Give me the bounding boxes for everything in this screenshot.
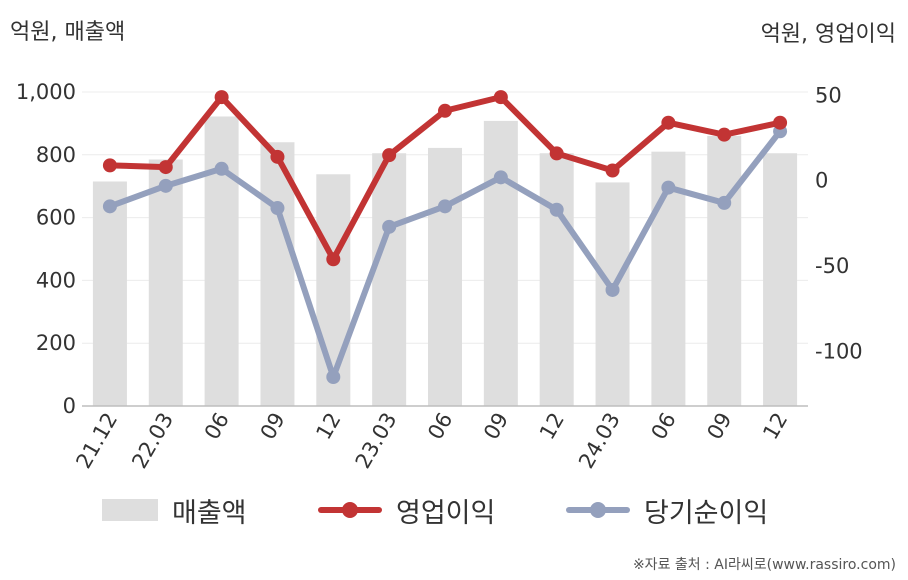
right-tick-label: 50 (815, 83, 842, 107)
point-net (214, 161, 229, 176)
x-tick-label: 06 (423, 409, 457, 444)
x-tick-label: 06 (647, 409, 681, 444)
bar-revenue (148, 159, 183, 406)
x-tick-label: 23.03 (351, 409, 402, 473)
point-operating (382, 148, 397, 163)
x-tick-label: 09 (256, 409, 290, 444)
point-operating (270, 149, 285, 164)
legend-label-revenue: 매출액 (172, 497, 247, 529)
bar-revenue (707, 135, 742, 406)
bar-revenue (763, 153, 798, 406)
source-note: ※자료 출처 : AI라씨로(www.rassiro.com) (632, 557, 896, 573)
x-tick-label: 24.03 (574, 409, 625, 473)
right-tick-label: -100 (815, 339, 863, 363)
right-tick-label: -50 (815, 254, 849, 278)
legend-swatch-net (566, 500, 630, 520)
x-tick-label: 12 (311, 409, 345, 444)
legend-label-operating: 영업이익 (396, 497, 496, 529)
left-tick-label: 200 (36, 331, 76, 355)
point-operating (438, 103, 452, 118)
point-operating (493, 90, 508, 105)
x-tick-label: 09 (479, 409, 513, 444)
x-tick-label: 12 (535, 409, 569, 444)
left-tick-label: 1,000 (16, 80, 76, 104)
point-operating (717, 127, 732, 142)
left-axis-unit: 억원, 매출액 (10, 20, 126, 45)
bar-revenue (204, 116, 239, 406)
point-net (438, 199, 452, 214)
bar-revenue (316, 174, 351, 406)
point-operating (605, 163, 620, 178)
left-tick-label: 600 (36, 206, 76, 230)
point-net (326, 369, 341, 384)
point-operating (773, 115, 788, 130)
point-operating (158, 160, 173, 175)
point-operating (661, 115, 676, 130)
point-operating (549, 146, 564, 161)
legend-item-operating: 영업이익 (318, 490, 495, 530)
point-net (549, 202, 564, 217)
point-net (605, 282, 620, 297)
left-tick-label: 400 (36, 268, 76, 292)
legend-swatch-operating (318, 500, 382, 520)
point-operating (326, 252, 341, 267)
point-net (382, 219, 397, 234)
right-axis-unit: 억원, 영업이익 (760, 22, 896, 47)
x-tick-label: 21.12 (71, 409, 122, 473)
legend-item-net: 당기순이익 (566, 490, 768, 530)
left-tick-label: 800 (36, 143, 76, 167)
x-tick-label: 12 (758, 409, 792, 444)
point-net (661, 180, 676, 195)
left-tick-label: 0 (63, 394, 76, 418)
x-tick-label: 09 (702, 409, 736, 444)
point-operating (102, 158, 117, 173)
bar-revenue (92, 181, 127, 406)
legend-label-net: 당기순이익 (644, 497, 769, 529)
bar-revenue (260, 142, 295, 407)
x-tick-label: 06 (200, 409, 234, 444)
legend-swatch-revenue (102, 499, 158, 521)
point-net (158, 178, 173, 193)
legend-item-revenue: 매출액 (102, 490, 247, 530)
point-net (717, 195, 732, 210)
bar-revenue (372, 153, 407, 406)
bar-revenue (539, 153, 574, 406)
bar-revenue (428, 147, 462, 406)
point-net (270, 201, 285, 216)
point-operating (214, 90, 229, 105)
right-tick-label: 0 (815, 169, 828, 193)
x-tick-label: 22.03 (127, 409, 178, 473)
combo-chart: 0 200 400 600 800 1,000 -100 -50 0 50 21.12 22.03 06… (16, 80, 863, 473)
point-net (102, 199, 117, 214)
bar-revenue (483, 120, 518, 406)
point-net (493, 170, 508, 185)
